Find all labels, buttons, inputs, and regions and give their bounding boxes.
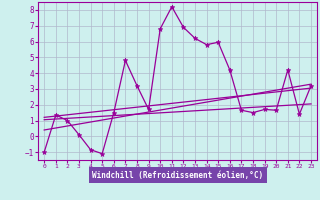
X-axis label: Windchill (Refroidissement éolien,°C): Windchill (Refroidissement éolien,°C) bbox=[92, 171, 263, 180]
